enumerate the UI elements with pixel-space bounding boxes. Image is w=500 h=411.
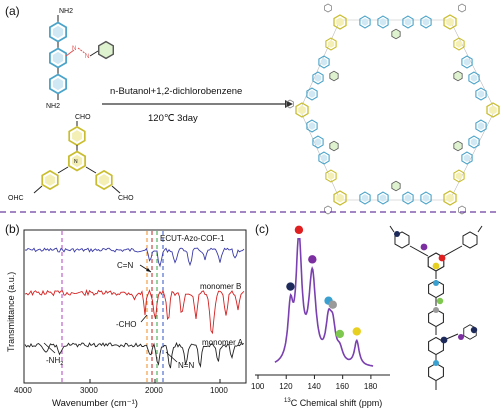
- ftir-tick-label: 1000: [210, 386, 228, 395]
- cho-right-label: CHO: [118, 195, 134, 202]
- ftir-ylabel: Transmittance (a.u.): [6, 272, 16, 352]
- panel-a-label: (a): [5, 4, 20, 18]
- ftir-tick-label: 4000: [14, 386, 32, 395]
- panel-c-label: (c): [255, 222, 269, 236]
- nmr-tick-label: 120: [279, 382, 293, 391]
- legend-monomer-b: monomer B: [200, 282, 241, 291]
- nmr-tick-label: 100: [251, 382, 265, 391]
- annotation-cho: -CHO: [116, 320, 136, 329]
- spectrum-monomer-b: [24, 289, 245, 335]
- ftir-plot-frame: [23, 229, 247, 384]
- nmr-peak-marker: [335, 329, 345, 339]
- ftir-xlabel: Wavenumber (cm⁻¹): [52, 398, 138, 409]
- svg-text:N: N: [85, 54, 89, 60]
- monomer-b-structure: CHO N OHC CHO: [8, 114, 134, 202]
- nmr-tick-label: 160: [336, 382, 350, 391]
- nmr-xlabel: 13C Chemical shift (ppm): [284, 398, 382, 408]
- cho-left-label: OHC: [8, 195, 24, 202]
- amine-top-label: NH2: [59, 8, 73, 15]
- nmr-tick-label: 140: [307, 382, 321, 391]
- svg-text:N: N: [74, 159, 78, 165]
- nmr-spectrum: [274, 238, 374, 367]
- legend-cof: ECUT-Azo-COF-1: [160, 234, 225, 243]
- panel-b-label: (b): [5, 222, 20, 236]
- reaction-temperature-time: 120℃ 3day: [148, 113, 198, 124]
- reaction-solvent: n-Butanol+1,2-dichlorobenzene: [110, 86, 242, 97]
- amine-bottom-label: NH2: [46, 103, 60, 110]
- nmr-chart: 100 120 140 160 180 13C Chemical shift (ppm): [251, 225, 390, 408]
- ftir-tick-label: 3000: [80, 386, 98, 395]
- nmr-peak-marker: [308, 255, 317, 264]
- nmr-peak-marker: [286, 282, 295, 291]
- svg-text:N: N: [72, 46, 76, 52]
- cof-fragment-structure: [389, 225, 483, 390]
- legend-monomer-a: monomer A: [202, 338, 244, 347]
- annotation-nh2: -NH2: [46, 356, 63, 367]
- annotation-cn: C=N: [117, 261, 133, 270]
- cof-framework: [286, 3, 500, 215]
- nmr-tick-label: 180: [364, 382, 378, 391]
- nmr-peak-marker: [328, 300, 337, 309]
- reaction-arrow: [102, 100, 293, 108]
- ftir-tick-label: 2000: [145, 386, 163, 395]
- monomer-a-structure: NH2 NH2 N N: [46, 8, 114, 110]
- nmr-peak-marker: [294, 225, 304, 235]
- nmr-peak-marker: [352, 327, 361, 336]
- spectrum-monomer-a: [24, 341, 245, 369]
- ftir-chart: Transmittance (a.u.) Wavenumber (cm⁻¹) 4…: [6, 229, 247, 409]
- cho-top-label: CHO: [75, 114, 91, 121]
- spectrum-cof: [24, 247, 245, 268]
- annotation-nn: N=N: [178, 361, 194, 370]
